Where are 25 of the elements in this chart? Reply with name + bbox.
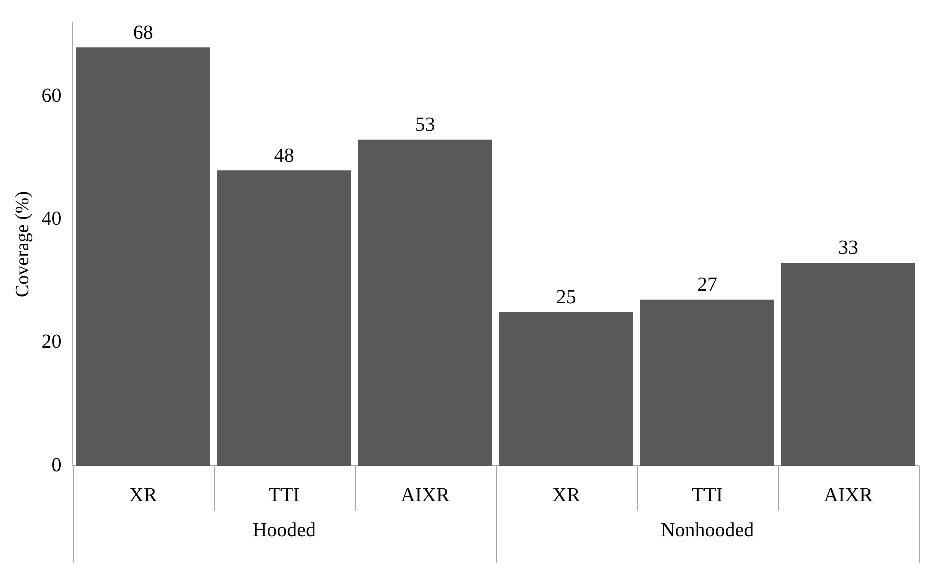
bar	[217, 170, 352, 466]
x-tick-label: TTI	[268, 484, 300, 506]
data-label: 33	[838, 237, 858, 260]
y-axis-title: Coverage (%)	[12, 191, 34, 298]
data-label: 53	[415, 114, 436, 136]
x-tick-label: XR	[129, 484, 158, 506]
data-label: 27	[697, 274, 718, 296]
data-label: 68	[133, 22, 154, 44]
x-tick-label: XR	[552, 484, 581, 506]
y-tick-label: 20	[42, 331, 62, 354]
text: Hooded	[252, 519, 316, 542]
bar	[499, 312, 634, 466]
bar	[358, 140, 492, 466]
data-label: 25	[556, 286, 576, 308]
y-tick-label: 40	[42, 208, 62, 230]
x-tick-label: AIXR	[824, 484, 874, 506]
bar	[781, 262, 916, 466]
x-tick-label: AIXR	[400, 484, 450, 506]
y-tick-label: 0	[52, 454, 62, 476]
data-label: 48	[274, 144, 294, 167]
text: Nonhooded	[660, 519, 754, 542]
bar	[640, 300, 774, 466]
bar	[76, 48, 210, 466]
x-tick-label: TTI	[692, 484, 723, 506]
y-tick-label: 60	[42, 85, 62, 108]
